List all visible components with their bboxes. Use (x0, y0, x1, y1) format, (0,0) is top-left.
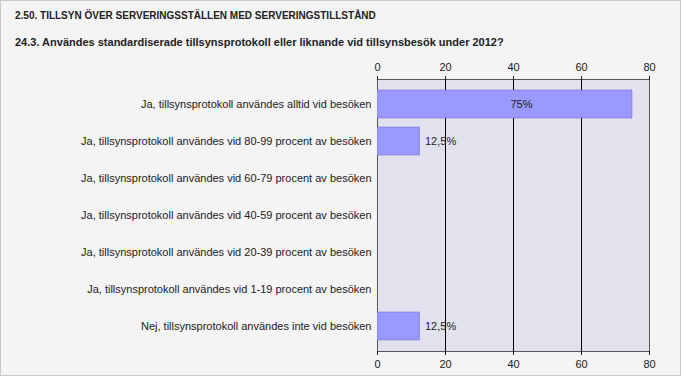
svg-text:75%: 75% (510, 98, 532, 110)
svg-text:60: 60 (575, 358, 587, 370)
svg-text:Ja, tillsynsprotokoll användes: Ja, tillsynsprotokoll användes alltid vi… (141, 98, 372, 110)
svg-text:Ja, tillsynsprotokoll användes: Ja, tillsynsprotokoll användes vid 40-59… (81, 209, 371, 221)
svg-text:Ja, tillsynsprotokoll användes: Ja, tillsynsprotokoll användes vid 1-19 … (87, 283, 371, 295)
svg-text:60: 60 (575, 61, 587, 73)
svg-text:12,5%: 12,5% (425, 320, 456, 332)
svg-text:Ja, tillsynsprotokoll användes: Ja, tillsynsprotokoll användes vid 60-79… (81, 172, 371, 184)
svg-text:Ja, tillsynsprotokoll användes: Ja, tillsynsprotokoll användes vid 20-39… (81, 246, 371, 258)
svg-text:Ja, tillsynsprotokoll användes: Ja, tillsynsprotokoll användes vid 80-99… (81, 135, 371, 147)
svg-text:0: 0 (374, 61, 380, 73)
svg-text:40: 40 (507, 61, 519, 73)
html-text:2.50. TILLSYN ÖVER SERVERINGSS: 2.50. TILLSYN ÖVER SERVERINGSSTÄLLEN MED… (15, 10, 376, 21)
svg-text:0: 0 (374, 358, 380, 370)
svg-text:20: 20 (439, 61, 451, 73)
svg-text:80: 80 (643, 61, 655, 73)
svg-text:12,5%: 12,5% (425, 135, 456, 147)
html-text:24.3. Användes standardiserade: 24.3. Användes standardiserade tillsynsp… (15, 36, 504, 48)
svg-text:80: 80 (643, 358, 655, 370)
svg-text:Nej, tillsynsprotokoll använde: Nej, tillsynsprotokoll användes inte vid… (141, 320, 372, 332)
svg-text:20: 20 (439, 358, 451, 370)
svg-text:40: 40 (507, 358, 519, 370)
